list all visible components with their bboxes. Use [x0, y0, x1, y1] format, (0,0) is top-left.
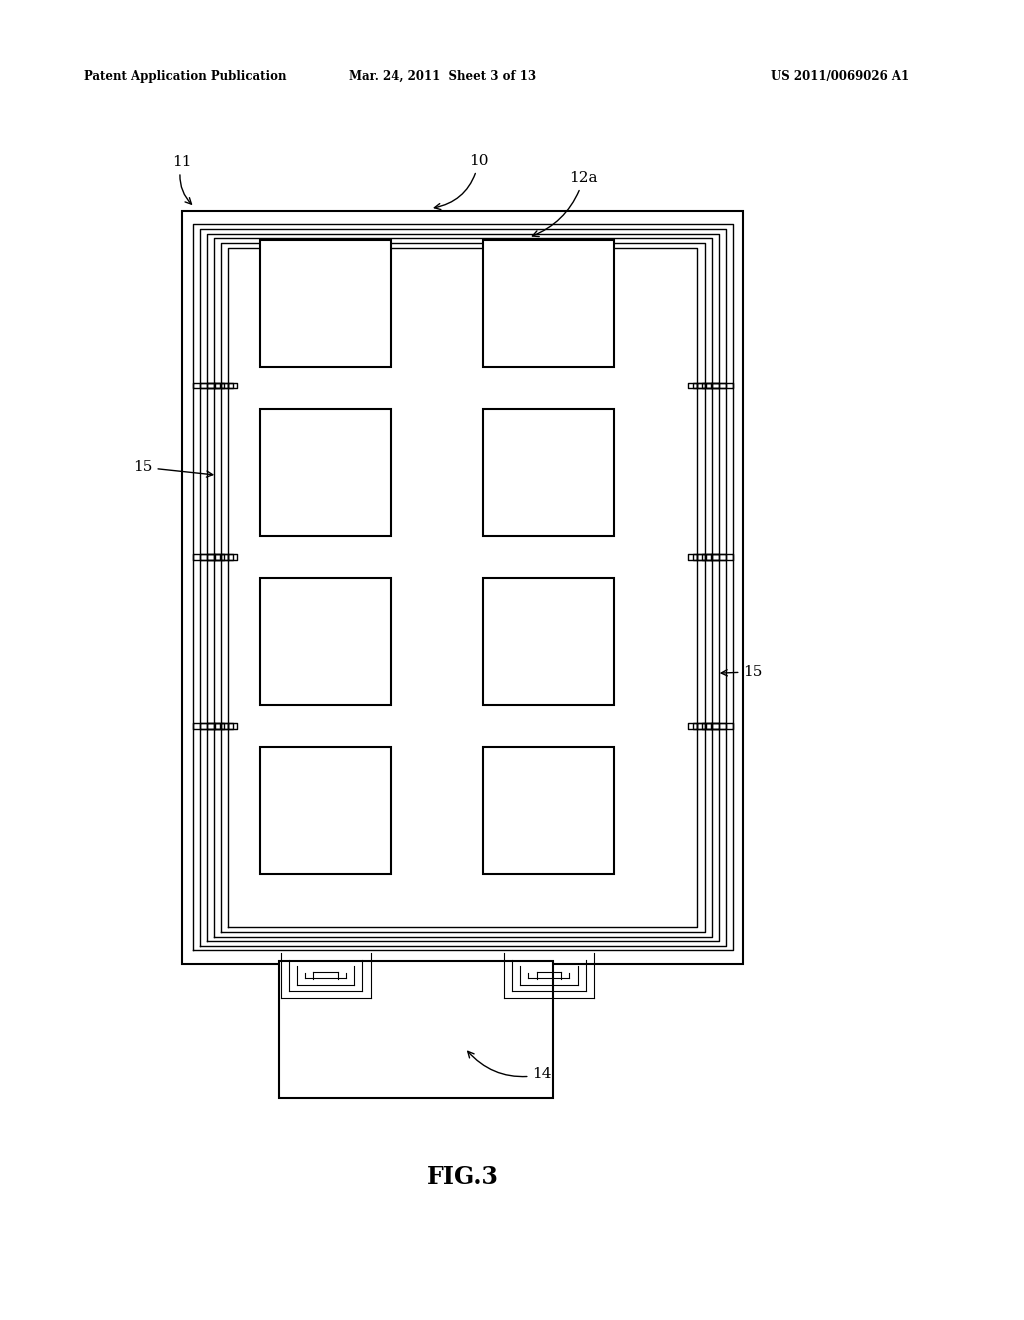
Text: 11: 11 [172, 156, 191, 205]
Text: 10: 10 [434, 154, 488, 210]
Bar [260, 240, 391, 367]
Text: 12a: 12a [532, 172, 598, 236]
Bar [260, 747, 391, 874]
Text: US 2011/0069026 A1: US 2011/0069026 A1 [771, 70, 908, 83]
Text: 14: 14 [468, 1051, 552, 1081]
Bar [483, 240, 614, 367]
Text: 15: 15 [721, 665, 763, 678]
Bar [483, 578, 614, 705]
Bar [182, 211, 743, 964]
Text: FIG.3: FIG.3 [427, 1166, 499, 1189]
Bar [260, 578, 391, 705]
Bar [260, 409, 391, 536]
Bar [279, 961, 553, 1098]
Text: 15: 15 [133, 461, 213, 477]
Text: Mar. 24, 2011  Sheet 3 of 13: Mar. 24, 2011 Sheet 3 of 13 [349, 70, 536, 83]
Text: Patent Application Publication: Patent Application Publication [84, 70, 287, 83]
Bar [483, 409, 614, 536]
Bar [483, 747, 614, 874]
